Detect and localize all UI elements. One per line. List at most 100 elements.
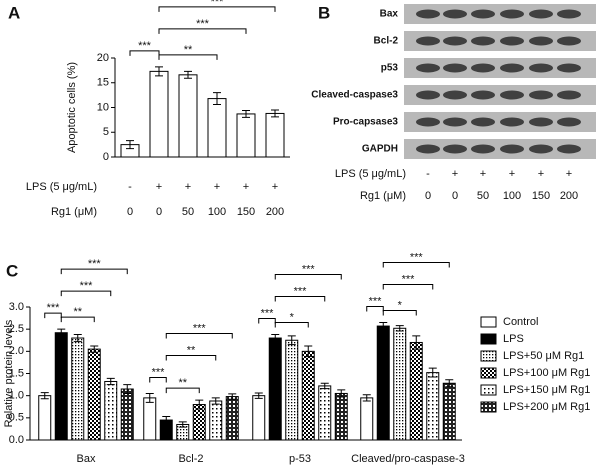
protein-label: Bax: [380, 9, 399, 20]
error-bar: [242, 109, 250, 118]
condition-value: +: [156, 181, 162, 193]
blot-band: [529, 144, 553, 154]
blot-band: [557, 36, 581, 46]
blot-band: [443, 90, 467, 100]
bar: [409, 341, 423, 441]
condition-value: 200: [560, 190, 578, 202]
blot-band: [500, 144, 524, 154]
significance-label: *: [398, 299, 403, 311]
legend-swatch: [480, 350, 497, 362]
legend-label: Control: [503, 316, 538, 328]
panel-label: C: [6, 261, 18, 280]
bar: [236, 113, 256, 158]
y-tick-label: 10: [97, 101, 109, 113]
error-bar: [178, 421, 187, 428]
error-bar: [320, 382, 329, 390]
error-bar: [195, 399, 204, 410]
significance-bracket: [165, 387, 200, 394]
bar: [149, 70, 169, 158]
error-bar: [304, 345, 313, 358]
legend-label: LPS+150 μM Rg1: [503, 384, 590, 396]
error-bar: [106, 377, 115, 386]
condition-value: 50: [477, 190, 489, 202]
condition-value: -: [426, 168, 430, 180]
error-bar: [271, 333, 280, 343]
condition-value: +: [480, 168, 486, 180]
y-tick-label: 1.5: [9, 367, 24, 379]
significance-bracket: [366, 306, 384, 312]
bar: [442, 382, 456, 441]
error-bar: [145, 392, 154, 403]
significance-bracket: [129, 50, 160, 56]
error-bar: [90, 345, 99, 353]
bar: [209, 400, 223, 441]
bar: [192, 404, 206, 441]
condition-value: -: [128, 181, 132, 193]
significance-bracket: [158, 54, 218, 60]
blot-band: [529, 90, 553, 100]
condition-value: 100: [503, 190, 521, 202]
blot-band: [557, 144, 581, 154]
blot-band: [443, 9, 467, 19]
condition-value: +: [214, 181, 220, 193]
significance-bracket: [382, 284, 434, 290]
bar: [376, 325, 390, 441]
error-bar: [428, 367, 437, 378]
significance-label: **: [73, 306, 82, 318]
blot-band: [500, 117, 524, 127]
protein-label: Pro-capsase3: [333, 117, 398, 128]
blot-band: [471, 9, 495, 19]
panel-label: B: [318, 3, 330, 22]
significance-bracket: [149, 376, 167, 383]
blot-band: [443, 144, 467, 154]
significance-label: **: [184, 44, 193, 56]
protein-label: Bcl-2: [374, 36, 399, 47]
condition-value: 0: [425, 190, 431, 202]
error-bar: [395, 325, 404, 332]
blot-band: [529, 9, 553, 19]
significance-label: ***: [138, 40, 152, 52]
error-bar: [362, 394, 371, 402]
legend-swatch: [480, 316, 497, 328]
y-tick-label: 0: [103, 151, 109, 163]
y-tick-label: 1.0: [9, 390, 24, 402]
y-tick-label: 0.5: [9, 412, 24, 424]
error-bar: [337, 389, 346, 398]
bar: [104, 380, 118, 441]
condition-label: Rg1 (μM): [360, 190, 406, 202]
y-tick-label: 0.0: [9, 434, 24, 446]
blot-band: [471, 144, 495, 154]
bar: [334, 392, 348, 441]
bar: [143, 397, 157, 441]
bar: [87, 348, 101, 441]
significance-label: ***: [47, 302, 61, 314]
protein-label: p53: [381, 63, 399, 74]
error-bar: [379, 322, 388, 331]
error-bar: [445, 379, 454, 388]
legend-label: LPS+50 μM Rg1: [503, 350, 584, 362]
error-bar: [162, 416, 171, 425]
protein-label: Cleaved-caspase3: [311, 90, 398, 101]
significance-label: *: [290, 311, 295, 323]
condition-value: +: [509, 168, 515, 180]
x-tick-label: Bcl-2: [178, 453, 203, 465]
bar: [318, 385, 332, 441]
condition-value: 150: [532, 190, 550, 202]
significance-bracket: [44, 312, 62, 319]
blot-band: [443, 117, 467, 127]
error-bar: [155, 66, 163, 77]
significance-label: ***: [211, 0, 225, 8]
bar: [301, 350, 315, 441]
condition-value: 0: [452, 190, 458, 202]
bar: [426, 372, 440, 441]
y-tick-label: 5: [103, 126, 109, 138]
blot-band: [416, 63, 440, 73]
blot-band: [416, 90, 440, 100]
legend-swatch: [480, 384, 497, 396]
x-tick-label: Cleaved/pro-caspase-3: [351, 453, 465, 465]
bar: [285, 339, 299, 441]
bar: [252, 395, 266, 441]
bar: [178, 74, 198, 158]
error-bar: [254, 392, 263, 399]
